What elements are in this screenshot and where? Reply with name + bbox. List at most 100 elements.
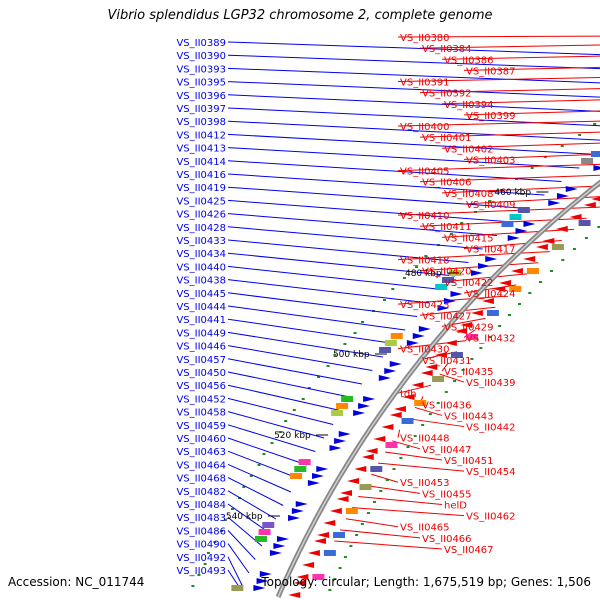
gc-tick-right xyxy=(373,501,376,503)
left-callout-line xyxy=(227,371,353,398)
forward-gene-block xyxy=(231,585,244,591)
forward-gene-arrow xyxy=(291,508,304,514)
left-gene-label: VS_II0426 xyxy=(176,210,226,221)
forward-gene-arrow xyxy=(295,501,308,507)
forward-gene-block xyxy=(581,158,594,164)
right-gene-label: VS_II0443 xyxy=(444,411,494,422)
right-gene-label: VS_II0465 xyxy=(400,523,450,534)
forward-gene-block xyxy=(298,459,311,465)
left-gene-label: VS_II0395 xyxy=(176,78,226,89)
forward-gene-block xyxy=(384,340,397,346)
right-callout-line xyxy=(385,451,443,461)
left-gene-label: VS_II0446 xyxy=(176,342,226,353)
left-callout-line xyxy=(227,556,244,587)
gc-tick-left xyxy=(230,508,234,510)
reverse-gene-arrow xyxy=(444,340,457,346)
forward-gene-block xyxy=(591,151,600,157)
reverse-gene-block xyxy=(385,442,398,448)
right-gene-label: VS_II0466 xyxy=(422,534,472,545)
right-gene-label: VS_II0415 xyxy=(444,233,494,244)
gc-tick-left xyxy=(213,541,217,543)
left-callout-line xyxy=(227,503,270,533)
forward-gene-arrow xyxy=(565,186,578,192)
forward-gene-block xyxy=(441,277,454,283)
reverse-gene-arrow xyxy=(411,382,424,388)
right-callout-line xyxy=(334,540,443,550)
left-callout-line xyxy=(227,173,545,196)
gc-tick-right xyxy=(399,457,403,459)
left-gene-label: VS_II0445 xyxy=(176,289,226,300)
left-callout-line xyxy=(227,199,513,223)
reverse-gene-block xyxy=(323,550,336,556)
right-gene-label: VS_II0439 xyxy=(466,378,516,389)
gc-tick-right xyxy=(461,369,465,371)
forward-gene-arrow xyxy=(353,410,366,416)
right-callout-line xyxy=(378,462,465,472)
reverse-gene-arrow xyxy=(460,322,473,328)
right-gene-label: VS_II0422 xyxy=(444,278,494,289)
right-callout-line xyxy=(397,163,600,172)
gc-tick-left xyxy=(460,222,464,224)
kbp-tick-label: 500 kbp xyxy=(333,350,370,360)
left-callout-line xyxy=(227,411,325,439)
left-gene-label: VS_II0449 xyxy=(176,328,226,339)
reverse-gene-arrow xyxy=(583,202,596,208)
left-callout-line xyxy=(227,133,599,155)
right-gene-label: VS_II0454 xyxy=(466,467,516,478)
left-gene-label: VS_II0456 xyxy=(176,381,226,392)
left-callout-line xyxy=(227,279,430,304)
left-gene-label: VS_II0396 xyxy=(176,91,226,102)
gc-tick-left xyxy=(292,409,296,411)
forward-gene-arrow xyxy=(378,375,391,381)
kbp-tick-label: 520 kbp xyxy=(274,431,311,441)
gc-tick-left xyxy=(361,321,365,323)
gc-tick-right xyxy=(392,468,396,470)
reverse-gene-block xyxy=(312,574,325,580)
gc-tick-left xyxy=(203,563,207,565)
forward-gene-arrow xyxy=(507,235,520,241)
gc-tick-left xyxy=(488,200,492,202)
gc-tick-left xyxy=(220,530,224,532)
right-callout-line xyxy=(419,88,600,94)
right-callout-line xyxy=(371,473,399,483)
left-gene-label: VS_II0416 xyxy=(176,170,226,181)
reverse-gene-arrow xyxy=(307,550,320,556)
left-callout-line xyxy=(227,543,250,574)
gc-tick-left xyxy=(206,552,210,554)
accession-text: Accession: NC_011744 xyxy=(8,575,145,589)
right-gene-label: VS_II0429 xyxy=(444,322,494,333)
gc-tick-left xyxy=(262,453,266,455)
gc-tick-right xyxy=(333,578,337,580)
right-gene-label: VS_II0411 xyxy=(422,222,472,233)
reverse-gene-arrow xyxy=(434,352,447,358)
reverse-gene-arrow xyxy=(313,538,326,544)
forward-gene-block xyxy=(290,473,303,479)
forward-gene-arrow xyxy=(412,333,425,339)
gc-tick-left xyxy=(343,343,347,345)
gc-tick-right xyxy=(479,347,483,349)
right-callout-line xyxy=(463,110,600,116)
forward-gene-arrow xyxy=(556,193,569,199)
forward-gene-block xyxy=(294,466,307,472)
right-callout-line xyxy=(441,99,600,105)
right-callout-line xyxy=(345,518,399,528)
right-callout-line xyxy=(441,142,600,149)
forward-gene-block xyxy=(336,403,349,409)
forward-gene-arrow xyxy=(485,256,498,262)
right-callout-line xyxy=(407,418,465,428)
reverse-gene-arrow xyxy=(381,424,394,430)
right-gene-label: VS_II0430 xyxy=(400,345,450,356)
reverse-gene-block xyxy=(370,466,383,472)
topology-text: Topology: circular; Length: 1,675,519 bp… xyxy=(261,575,591,589)
reverse-gene-arrow xyxy=(329,508,342,514)
gc-tick-left xyxy=(270,442,274,444)
reverse-gene-block xyxy=(432,376,445,382)
gc-tick-left xyxy=(403,277,406,279)
gc-tick-left xyxy=(560,145,564,147)
right-callout-line xyxy=(419,306,496,316)
forward-gene-arrow xyxy=(334,438,347,444)
forward-gene-arrow xyxy=(358,403,371,409)
reverse-gene-arrow xyxy=(569,214,582,220)
right-gene-label: VS_II0402 xyxy=(444,144,494,155)
